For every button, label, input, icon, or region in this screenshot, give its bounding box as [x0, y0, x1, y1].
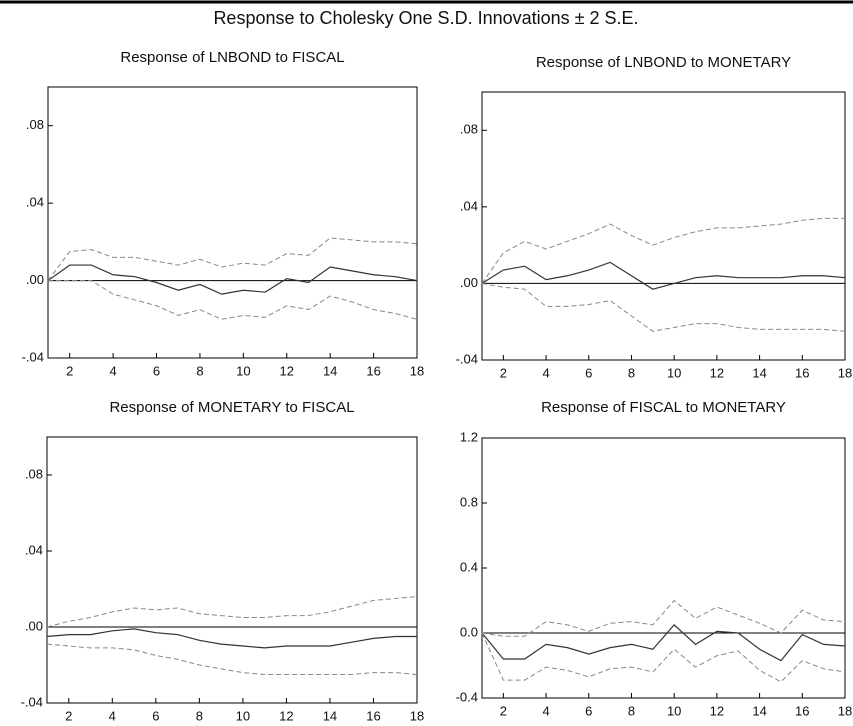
x-tick-label: 8	[196, 363, 203, 378]
chart-title: Response to Cholesky One S.D. Innovation…	[213, 8, 638, 28]
y-tick-label: -.04	[22, 349, 44, 364]
y-tick-label: .04	[460, 198, 478, 213]
y-tick-label: .00	[26, 272, 44, 287]
y-tick-label: .08	[25, 466, 43, 481]
y-tick-label: .00	[460, 275, 478, 290]
y-tick-label: -0.4	[456, 689, 478, 704]
x-tick-label: 14	[752, 365, 766, 380]
x-tick-label: 14	[323, 363, 337, 378]
x-tick-label: 4	[542, 703, 549, 718]
x-tick-label: 6	[585, 703, 592, 718]
x-tick-label: 8	[196, 708, 203, 723]
plot-frame	[481, 91, 846, 361]
y-tick-label: 0.0	[460, 624, 478, 639]
plot-frame	[46, 436, 418, 704]
y-tick-label: .08	[460, 122, 478, 137]
x-tick-label: 14	[323, 708, 337, 723]
band-line	[46, 643, 418, 675]
band-line	[481, 632, 846, 683]
x-tick-label: 12	[710, 365, 724, 380]
x-tick-label: 8	[628, 703, 635, 718]
y-tick-label: -.04	[456, 351, 478, 366]
x-tick-label: 12	[279, 708, 293, 723]
x-tick-label: 10	[236, 363, 250, 378]
x-tick-label: 2	[500, 365, 507, 380]
response-line	[47, 264, 418, 295]
x-tick-label: 4	[109, 708, 116, 723]
x-tick-label: 10	[667, 703, 681, 718]
y-tick-label: -.04	[21, 694, 43, 709]
panel-title: Response of MONETARY to FISCAL	[109, 399, 354, 416]
x-tick-label: 16	[795, 703, 809, 718]
band-line	[48, 280, 418, 320]
x-tick-label: 10	[236, 708, 250, 723]
x-tick-label: 12	[280, 363, 294, 378]
x-tick-label: 18	[838, 703, 852, 718]
response-line	[481, 261, 846, 290]
x-tick-label: 16	[366, 708, 380, 723]
panel-title: Response of FISCAL to MONETARY	[541, 399, 786, 416]
x-tick-label: 14	[752, 703, 766, 718]
x-tick-label: 18	[838, 365, 852, 380]
x-tick-label: 6	[153, 363, 160, 378]
x-tick-label: 6	[585, 365, 592, 380]
plot-frame	[481, 437, 846, 699]
band-line	[47, 237, 418, 281]
band-line	[481, 217, 845, 284]
x-tick-label: 8	[628, 365, 635, 380]
plot-frame	[47, 86, 418, 359]
x-tick-label: 12	[710, 703, 724, 718]
x-tick-label: 4	[542, 365, 549, 380]
x-tick-label: 6	[152, 708, 159, 723]
y-tick-label: .04	[26, 195, 44, 210]
x-tick-label: 18	[410, 363, 424, 378]
response-line	[46, 628, 417, 649]
y-tick-label: 0.4	[460, 559, 478, 574]
y-tick-label: .04	[25, 542, 43, 557]
band-line	[481, 599, 846, 637]
y-tick-label: 1.2	[460, 429, 478, 444]
x-tick-label: 16	[795, 365, 809, 380]
response-line	[481, 624, 846, 662]
y-tick-label: .00	[25, 618, 43, 633]
y-tick-label: .08	[26, 117, 44, 132]
x-tick-label: 4	[110, 363, 117, 378]
x-tick-label: 16	[366, 363, 380, 378]
x-tick-label: 10	[667, 365, 681, 380]
band-line	[46, 596, 418, 628]
x-tick-label: 18	[410, 708, 424, 723]
panel-title: Response of LNBOND to FISCAL	[120, 49, 344, 66]
x-tick-label: 2	[500, 703, 507, 718]
y-tick-label: 0.8	[460, 494, 478, 509]
x-tick-label: 2	[65, 708, 72, 723]
x-tick-label: 2	[66, 363, 73, 378]
band-line	[481, 282, 846, 332]
panel-title: Response of LNBOND to MONETARY	[536, 54, 791, 71]
